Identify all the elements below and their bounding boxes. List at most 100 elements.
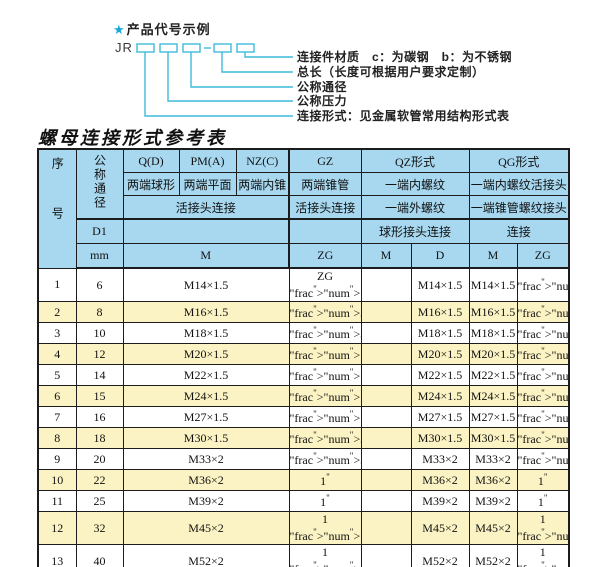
table-row: 716M27×1.5"frac">"num">1"den">2"M27×1.5M…	[37, 406, 570, 428]
table-row: 11 25 M39×2 1" M39×2 M39×2 1"	[37, 490, 570, 512]
header-qg-desc1: 一端内螺纹活接头	[468, 172, 570, 196]
cell-qz-d: M52×2	[410, 544, 470, 567]
header-unit-d: D	[410, 243, 470, 269]
cell-qg-zg: "frac">"num">3"den">4"	[516, 448, 570, 470]
connector-line-5	[144, 52, 293, 117]
cell-serial: 5	[37, 364, 77, 386]
cell-dn: 12	[75, 343, 124, 365]
header-blank-left	[122, 218, 290, 244]
cell-qz-m	[360, 385, 412, 407]
cell-qg-m: M33×2	[468, 448, 518, 470]
table-title: 螺母连接形式参考表	[38, 128, 227, 148]
table-row: 412M20×1.5"frac">"num">1"den">2"M20×1.5M…	[37, 343, 570, 365]
code-label-length: 总长（长度可根据用户要求定制）	[297, 65, 485, 79]
cell-m-thread: M14×1.5	[122, 267, 290, 302]
cell-qz-d: M18×1.5	[410, 322, 470, 344]
header-unit-mm: mm	[75, 243, 124, 269]
cell-serial: 11	[37, 490, 77, 512]
cell-dn: 6	[75, 267, 124, 302]
cell-qz-m	[360, 511, 412, 545]
cell-qg-zg: 1 "frac">"num">1"den">2"	[516, 544, 570, 567]
cell-m-thread: M18×1.5	[122, 322, 290, 344]
cell-dn: 8	[75, 301, 124, 323]
header-dn: 公称通径	[75, 148, 124, 220]
cell-qg-m: M22×1.5	[468, 364, 518, 386]
table-header: 序号 公称通径 Q(D) PM(A) NZ(C) GZ QZ形式 QG形式 两端…	[37, 148, 570, 269]
code-label-pressure: 公称压力	[297, 94, 348, 108]
cell-qz-d: M22×1.5	[410, 364, 470, 386]
cell-m-thread: M30×1.5	[122, 427, 290, 449]
header-unit-m1: M	[122, 243, 290, 269]
cell-serial: 10	[37, 469, 77, 491]
cell-gz-size: 1"	[288, 490, 362, 512]
table-row: 920M33×2"frac">"num">3"den">4"M33×2M33×2…	[37, 448, 570, 470]
cell-gz-size: "frac">"num">1"den">2"	[288, 364, 362, 386]
connector-line-1	[244, 52, 293, 58]
cell-m-thread: M33×2	[122, 448, 290, 470]
cell-m-thread: M27×1.5	[122, 406, 290, 428]
cell-qg-m: M16×1.5	[468, 301, 518, 323]
cell-qz-d: M33×2	[410, 448, 470, 470]
diagram-heading-text: 产品代号示例	[126, 22, 211, 37]
cell-gz-size: "frac">"num">1"den">2"	[288, 406, 362, 428]
cell-gz-size: ZG "frac">"num">1"den">4"	[288, 267, 362, 302]
cell-m-thread: M52×2	[122, 544, 290, 567]
cell-qz-m	[360, 364, 412, 386]
header-qz-code: QZ形式	[360, 148, 470, 173]
cell-serial: 8	[37, 427, 77, 449]
cell-qz-m	[360, 406, 412, 428]
cell-qg-m: M27×1.5	[468, 406, 518, 428]
header-nz-desc: 两端内锥	[235, 172, 290, 196]
cell-qg-m: M20×1.5	[468, 343, 518, 365]
header-qz-desc2: 一端外螺纹	[360, 195, 470, 220]
cell-m-thread: M36×2	[122, 469, 290, 491]
cell-qz-d: M39×2	[410, 490, 470, 512]
cell-qz-m	[360, 301, 412, 323]
code-box-3	[182, 43, 201, 53]
connector-line-4	[167, 52, 293, 102]
cell-qg-m: M24×1.5	[468, 385, 518, 407]
code-label-material: 连接件材质 c：为碳钢 b：为不锈钢	[297, 50, 513, 64]
code-label-diameter: 公称通径	[297, 80, 348, 94]
header-serial: 序号	[37, 148, 77, 269]
cell-qz-d: M16×1.5	[410, 301, 470, 323]
cell-qz-d: M27×1.5	[410, 406, 470, 428]
cell-gz-size: "frac">"num">3"den">8"	[288, 301, 362, 323]
cell-qg-zg: 1 "frac">"num">1"den">4"	[516, 511, 570, 545]
cell-m-thread: M22×1.5	[122, 364, 290, 386]
cell-dn: 16	[75, 406, 124, 428]
header-qg-code: QG形式	[468, 148, 570, 173]
cell-qg-m: M52×2	[468, 544, 518, 567]
cell-qz-m	[360, 469, 412, 491]
cell-serial: 3	[37, 322, 77, 344]
cell-gz-size: "frac">"num">1"den">2"	[288, 343, 362, 365]
header-nz-code: NZ(C)	[235, 148, 290, 173]
cell-qg-zg: "frac">"num">3"den">8"	[516, 301, 570, 323]
code-box-4	[213, 43, 232, 53]
cell-serial: 2	[37, 301, 77, 323]
header-gz-desc: 两端锥管	[288, 172, 362, 196]
header-gz-connect: 活接头连接	[288, 195, 362, 220]
cell-qz-m	[360, 427, 412, 449]
cell-dn: 40	[75, 544, 124, 567]
cell-qz-m	[360, 544, 412, 567]
cell-dn: 10	[75, 322, 124, 344]
cell-qg-zg: "frac">"num">1"den">4"	[516, 267, 570, 302]
code-label-connection: 连接形式：见金属软管常用结构形式表	[297, 109, 510, 123]
cell-qz-d: M24×1.5	[410, 385, 470, 407]
code-box-5	[236, 43, 255, 53]
cell-qg-zg: "frac">"num">1"den">2"	[516, 343, 570, 365]
header-pm-code: PM(A)	[178, 148, 237, 173]
cell-serial: 13	[37, 544, 77, 567]
cell-qg-zg: "frac">"num">1"den">2"	[516, 385, 570, 407]
cell-qg-m: M18×1.5	[468, 322, 518, 344]
cell-dn: 25	[75, 490, 124, 512]
header-blank-gz	[288, 218, 362, 244]
header-q-code: Q(D)	[122, 148, 180, 173]
code-prefix: JR	[115, 40, 133, 55]
cell-qz-m	[360, 343, 412, 365]
cell-dn: 14	[75, 364, 124, 386]
